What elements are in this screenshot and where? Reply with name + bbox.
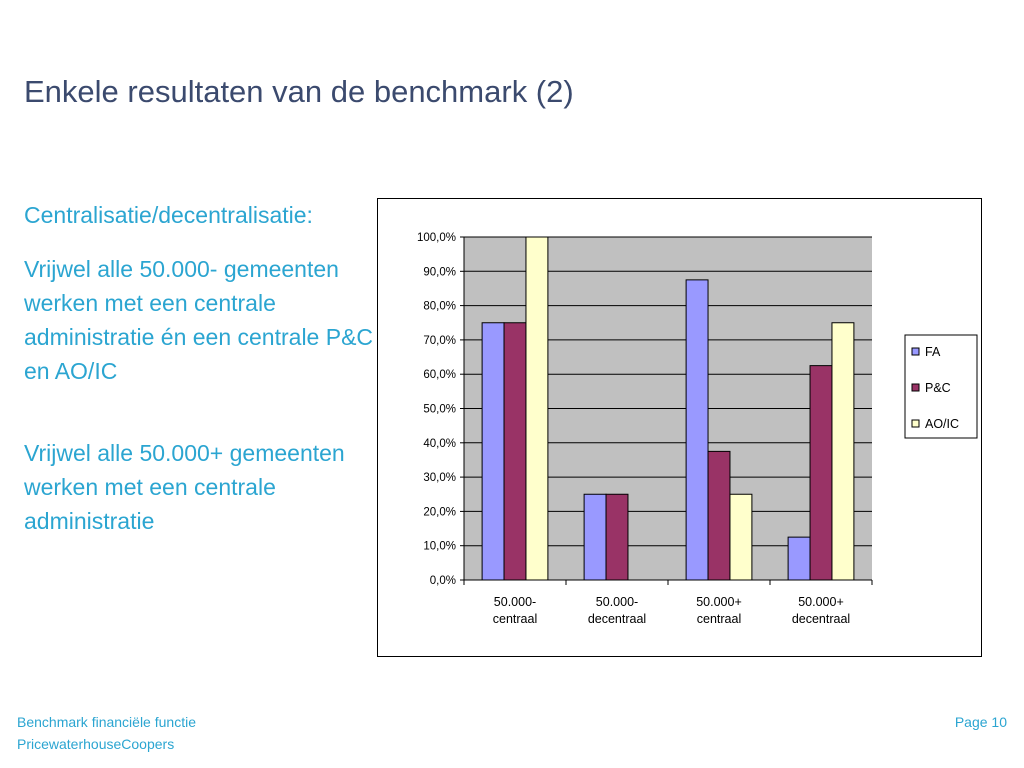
y-tick-label: 70,0% (423, 335, 456, 347)
y-tick-label: 0,0% (430, 575, 456, 587)
bullet-list: Centralisatie/decentralisatie: Vrijwel a… (24, 198, 374, 538)
legend-swatch (911, 419, 920, 428)
bar-ao-ic (831, 322, 855, 581)
x-category-label: 50.000+ (696, 595, 742, 609)
bullet-item: Vrijwel alle 50.000+ gemeenten werken me… (24, 440, 345, 534)
bar-ao-ic (729, 493, 753, 581)
x-category-label: 50.000- (596, 595, 638, 609)
y-tick-label: 100,0% (417, 232, 456, 244)
y-tick-label: 50,0% (423, 404, 456, 416)
legend-label: AO/IC (925, 417, 959, 431)
bullet-item: Vrijwel alle 50.000- gemeenten werken me… (24, 256, 374, 384)
y-tick-label: 20,0% (423, 506, 456, 518)
bullet-heading: Centralisatie/decentralisatie: (24, 202, 313, 228)
bar-p-c (809, 365, 833, 581)
y-tick-label: 90,0% (423, 266, 456, 278)
bar-p-c (707, 450, 731, 581)
legend-label: P&C (925, 381, 951, 395)
legend-label: FA (925, 345, 941, 359)
bar-fa (787, 536, 811, 581)
bar-chart: 0,0% 10,0% 20,0% 30,0% 40,0% 50,0% 60,0% 70,0% 8… (417, 232, 978, 626)
bar-p-c (605, 493, 629, 581)
legend-swatch (911, 347, 920, 356)
slide-title: Enkele resultaten van de benchmark (2) (24, 74, 574, 109)
legend-swatch (911, 383, 920, 392)
x-category-label: 50.000- (494, 595, 536, 609)
page-number: Page 10 (954, 714, 1007, 730)
footer-report-title: Benchmark financiële functie (17, 714, 196, 730)
bar-ao-ic (525, 236, 549, 581)
y-tick-label: 60,0% (423, 369, 456, 381)
footer-company: PricewaterhouseCoopers (17, 736, 175, 752)
x-category-label: decentraal (792, 612, 850, 626)
y-tick-label: 30,0% (423, 472, 456, 484)
chart-frame: 0,0% 10,0% 20,0% 30,0% 40,0% 50,0% 60,0% 70,0% 8… (377, 198, 982, 657)
bar-p-c (503, 322, 527, 581)
x-category-label: 50.000+ (798, 595, 844, 609)
bar-fa (481, 322, 505, 581)
x-category-label: decentraal (588, 612, 646, 626)
footer-left: Benchmark financiële functie Pricewaterh… (17, 711, 196, 755)
y-tick-label: 10,0% (423, 541, 456, 553)
bar-fa (685, 279, 709, 581)
y-tick-label: 40,0% (423, 438, 456, 450)
x-category-label: centraal (493, 612, 537, 626)
x-category-label: centraal (697, 612, 741, 626)
y-tick-label: 80,0% (423, 301, 456, 313)
bar-fa (583, 493, 607, 581)
